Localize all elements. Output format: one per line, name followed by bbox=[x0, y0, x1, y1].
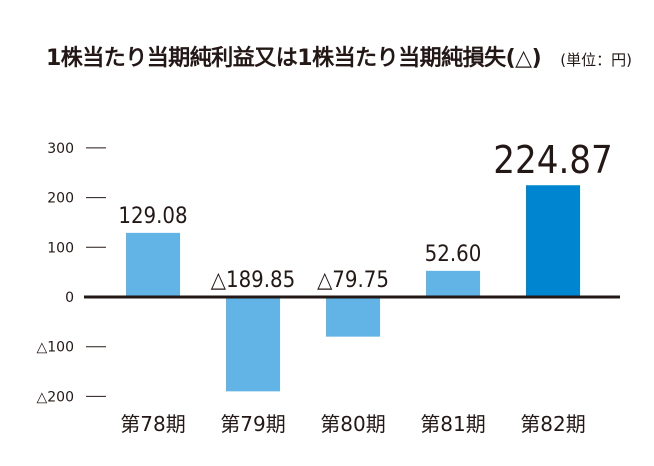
y-tick-label: △200 bbox=[37, 389, 75, 405]
bar bbox=[226, 297, 280, 392]
data-label: 224.87 bbox=[493, 138, 613, 182]
data-label: 129.08 bbox=[118, 204, 187, 229]
bar bbox=[526, 185, 580, 297]
data-label: 52.60 bbox=[425, 242, 482, 267]
bar bbox=[326, 297, 380, 337]
chart-title: 1株当たり当期純利益又は1株当たり当期純損失(△) bbox=[46, 46, 542, 71]
data-label: △189.85 bbox=[211, 268, 295, 293]
data-label: △79.75 bbox=[317, 268, 389, 293]
bar bbox=[426, 270, 480, 297]
x-category-label: 第79期 bbox=[220, 412, 285, 436]
y-tick-label: 100 bbox=[47, 240, 74, 256]
y-tick-label: 200 bbox=[47, 191, 74, 207]
y-tick-label: △100 bbox=[37, 340, 75, 356]
x-category-label: 第80期 bbox=[320, 412, 385, 436]
y-tick-label: 300 bbox=[47, 141, 74, 157]
x-category-label: 第81期 bbox=[420, 412, 485, 436]
x-category-label: 第78期 bbox=[120, 412, 185, 436]
y-tick-label: 0 bbox=[65, 290, 74, 306]
chart-title-row: 1株当たり当期純利益又は1株当たり当期純損失(△) (単位：円) bbox=[46, 40, 646, 80]
unit-label: (単位：円) bbox=[560, 51, 632, 69]
bar bbox=[126, 232, 180, 297]
x-category-label: 第82期 bbox=[520, 412, 585, 436]
